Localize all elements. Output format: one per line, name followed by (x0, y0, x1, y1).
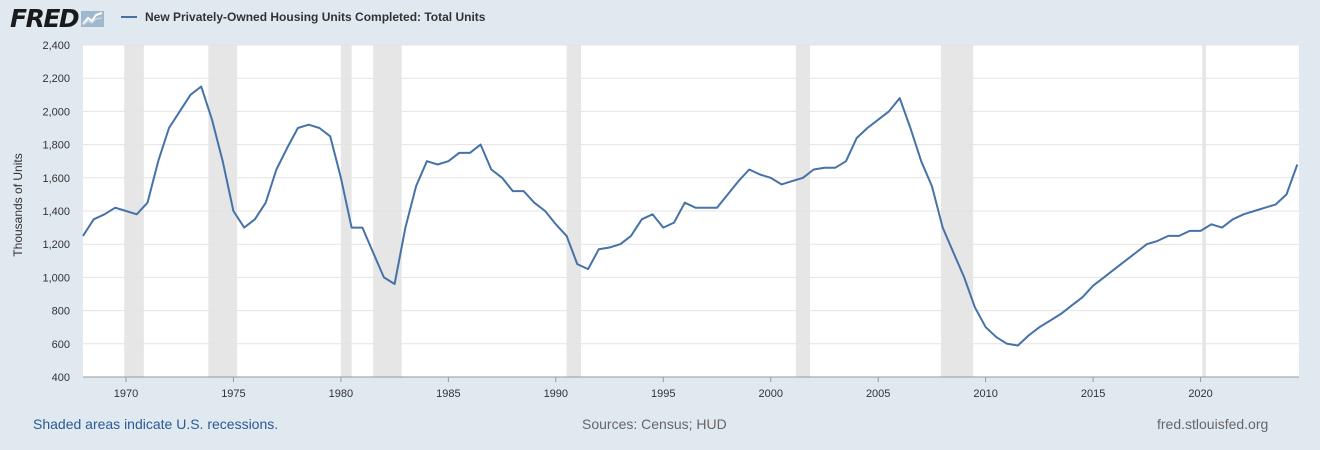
y-axis: 400 600 800 1,000 1,200 1,400 1,600 1,800 2,000 2… (42, 40, 70, 384)
y-tick-label: 1,800 (42, 140, 70, 152)
chart-legend[interactable]: New Privately-Owned Housing Units Comple… (121, 10, 485, 24)
line-chart: 400 600 800 1,000 1,200 1,400 1,600 1,800 2,000 2… (11, 40, 1299, 400)
y-tick-label: 400 (52, 372, 70, 384)
legend-swatch (121, 16, 137, 18)
x-tick-label: 1985 (436, 388, 460, 400)
x-tick-label: 2020 (1188, 388, 1212, 400)
y-tick-label: 2,200 (42, 73, 70, 85)
chart-header: FRED New Privately-Owned Housing Units C… (0, 0, 1320, 42)
recession-note[interactable]: Shaded areas indicate U.S. recessions. (33, 416, 279, 432)
x-tick-label: 1980 (329, 388, 353, 400)
legend-label: New Privately-Owned Housing Units Comple… (145, 10, 486, 24)
x-axis: 1970 1975 1980 1985 1990 1995 2000 2005 2010 2015… (83, 376, 1299, 400)
y-tick-label: 1,200 (42, 239, 70, 251)
x-tick-label: 1970 (114, 388, 138, 400)
x-tick-label: 1990 (544, 388, 568, 400)
y-tick-label: 2,000 (42, 106, 70, 118)
y-tick-label: 1,000 (42, 272, 70, 284)
y-tick-label: 1,400 (42, 206, 70, 218)
x-tick-label: 1975 (221, 388, 245, 400)
logo-text: FRED (10, 4, 80, 33)
y-axis-label: Thousands of Units (11, 153, 25, 256)
x-tick-label: 2010 (973, 388, 997, 400)
y-tick-label: 1,600 (42, 173, 70, 185)
fred-chart-icon (81, 10, 105, 27)
y-tick-label: 600 (52, 339, 70, 351)
x-tick-label: 2005 (866, 388, 890, 400)
fred-logo[interactable]: FRED (10, 4, 105, 33)
y-tick-label: 2,400 (42, 40, 70, 52)
y-tick-label: 800 (52, 306, 70, 318)
x-tick-label: 1995 (651, 388, 675, 400)
sources-text: Sources: Census; HUD (582, 416, 727, 432)
site-link[interactable]: fred.stlouisfed.org (1157, 416, 1269, 432)
x-tick-label: 2000 (758, 388, 782, 400)
series-line-housing-completions[interactable] (82, 85, 1299, 347)
x-tick-label: 2015 (1081, 388, 1105, 400)
